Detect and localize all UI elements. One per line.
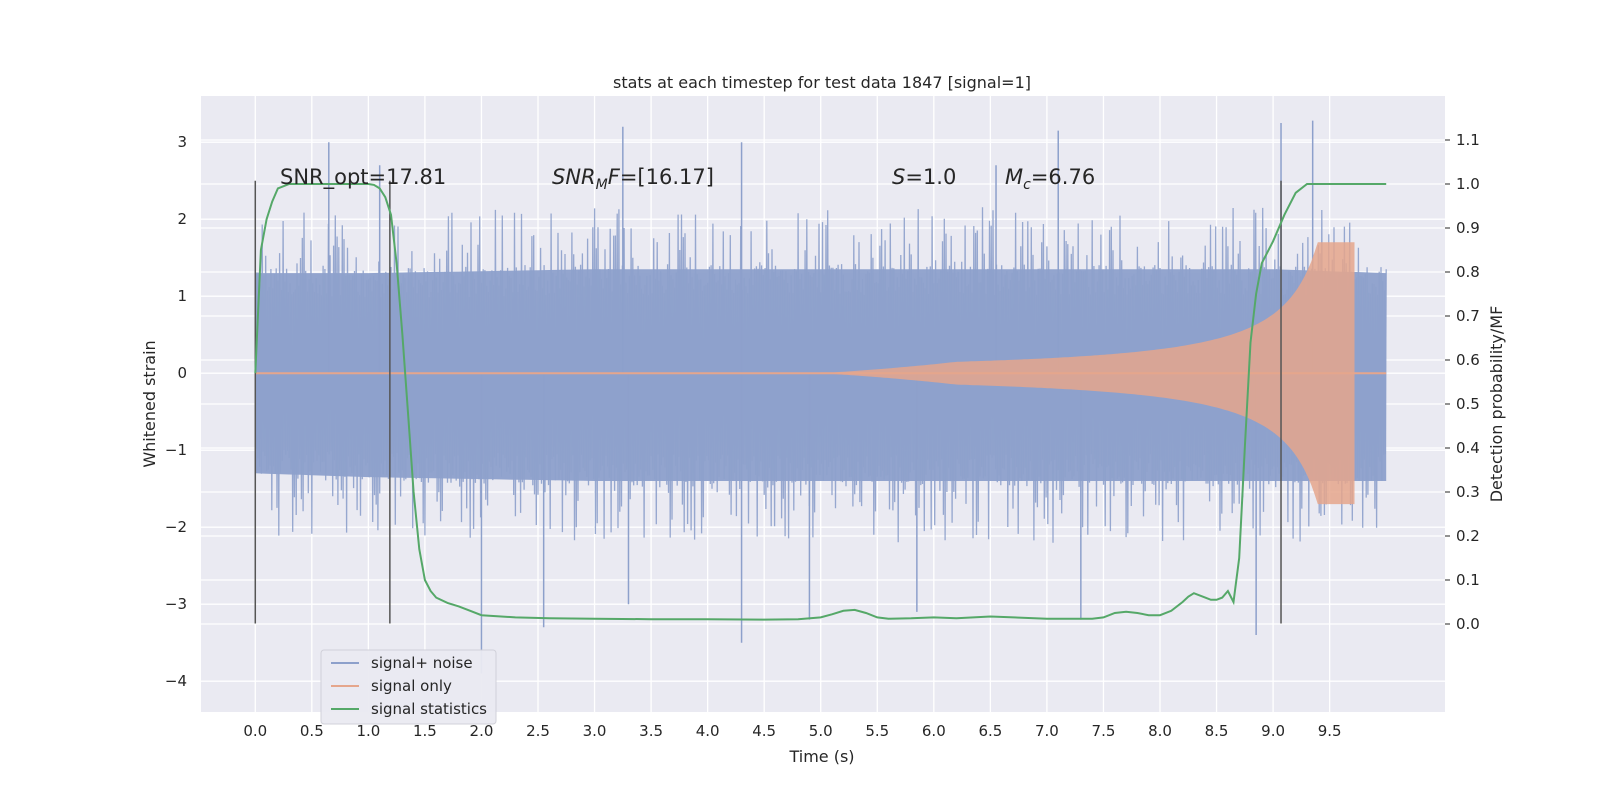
y-tick-label: 3 [177, 133, 187, 151]
y-tick-label: 1 [177, 287, 187, 305]
legend-label-noise: signal+ noise [371, 654, 473, 672]
statistics-series-layer [254, 183, 1387, 621]
annotation-mc-value: Mc=6.76 [1005, 165, 1095, 193]
y-right-tick-label: 0.5 [1456, 395, 1480, 413]
x-tick-label: 7.0 [1035, 722, 1059, 740]
y-tick-label: −2 [165, 518, 187, 536]
x-tick-label: 3.5 [639, 722, 663, 740]
y-right-tick-label: 1.0 [1456, 175, 1480, 193]
x-tick-label: 9.0 [1261, 722, 1285, 740]
signal-series-chirp [820, 242, 1355, 505]
y-right-tick-label: 0.8 [1456, 263, 1480, 281]
x-tick-label: 2.0 [470, 722, 494, 740]
y-tick-label: −3 [165, 595, 187, 613]
legend-box [320, 649, 497, 725]
y-right-tick-label: 0.4 [1456, 439, 1480, 457]
y-tick-label: −4 [165, 672, 187, 690]
legend: signal+ noise signal only signal statist… [320, 649, 497, 725]
y-right-tick-label: 0.6 [1456, 351, 1480, 369]
x-tick-label: 4.5 [752, 722, 776, 740]
y-right-tick-label: 1.1 [1456, 131, 1480, 149]
x-tick-label: 7.5 [1092, 722, 1116, 740]
annotation-snr-opt: SNR_opt=17.81 [280, 165, 446, 190]
legend-label-statistics: signal statistics [371, 700, 487, 718]
x-tick-label: 8.5 [1205, 722, 1229, 740]
y-tick-label: 0 [177, 364, 187, 382]
statistics-series-line [254, 183, 1387, 621]
x-tick-label: 1.0 [356, 722, 380, 740]
y-ticks-left: 3 2 1 0 −1 −2 −3 −4 [165, 133, 187, 690]
x-tick-label: 1.5 [413, 722, 437, 740]
x-tick-label: 8.0 [1148, 722, 1172, 740]
y-axis-label: Whitened strain [140, 340, 159, 467]
annotation-s-value: S=1.0 [892, 165, 956, 189]
noise-series-band [255, 269, 1387, 481]
y-right-tick-label: 0.1 [1456, 571, 1480, 589]
x-tick-label: 2.5 [526, 722, 550, 740]
x-tick-label: 6.0 [922, 722, 946, 740]
annotation-snr-mf: SNRMF=[16.17] [552, 165, 714, 193]
x-tick-label: 4.0 [696, 722, 720, 740]
y-axis-label-right: Detection probability/MF [1487, 306, 1506, 503]
vertical-lines-layer [254, 180, 1282, 624]
x-tick-label: 5.5 [865, 722, 889, 740]
noise-series-layer [254, 120, 1387, 674]
x-tick-label: 0.0 [243, 722, 267, 740]
y-tick-label: −1 [165, 441, 187, 459]
x-ticks: 0.0 0.5 1.0 1.5 2.0 2.5 3.0 3.5 4.0 4.5 5.0 5.5 6.0 6… [243, 722, 1341, 740]
y-right-tick-label: 0.0 [1456, 615, 1480, 633]
x-tick-label: 3.0 [583, 722, 607, 740]
y-right-tick-label: 0.2 [1456, 527, 1480, 545]
x-tick-label: 6.5 [978, 722, 1002, 740]
y-tick-label: 2 [177, 210, 187, 228]
x-axis-label: Time (s) [788, 747, 854, 766]
signal-series-layer [255, 242, 1387, 505]
legend-label-signal: signal only [371, 677, 452, 695]
y-right-tick-label: 0.3 [1456, 483, 1480, 501]
x-tick-label: 5.0 [809, 722, 833, 740]
y-right-tick-label: 0.9 [1456, 219, 1480, 237]
y-ticks-right: 1.1 1.0 0.9 0.8 0.7 0.6 0.5 0.4 0.3 0.2 0.1 0.0 [1445, 131, 1480, 633]
y-right-tick-label: 0.7 [1456, 307, 1480, 325]
chart-title: stats at each timestep for test data 184… [613, 73, 1031, 92]
x-tick-label: 0.5 [300, 722, 324, 740]
x-tick-label: 9.5 [1318, 722, 1342, 740]
